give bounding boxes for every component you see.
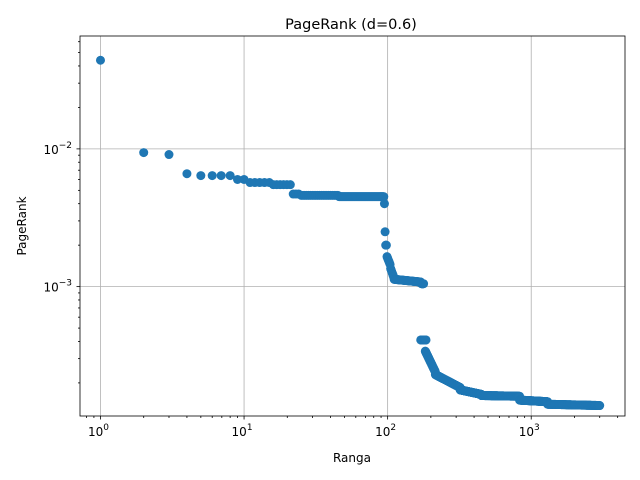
data-point — [139, 148, 149, 158]
plot-frame — [79, 35, 626, 417]
data-point — [419, 279, 429, 289]
data-point — [95, 55, 105, 65]
data-points — [95, 55, 605, 411]
data-point — [421, 335, 431, 345]
y-axis-label: PageRank — [15, 196, 29, 255]
data-point — [182, 169, 192, 179]
data-point — [379, 199, 389, 209]
x-axis-label: Ranga — [333, 451, 371, 465]
data-point — [285, 180, 295, 190]
grid-lines — [80, 36, 625, 416]
data-point — [216, 171, 226, 181]
y-tick-label: 10−2 — [43, 141, 72, 157]
data-point — [207, 171, 217, 181]
y-tick-label: 10−3 — [43, 279, 72, 295]
data-point — [232, 174, 242, 184]
data-point — [196, 171, 206, 181]
x-tick-label: 103 — [519, 423, 540, 439]
x-tick-label: 101 — [232, 423, 253, 439]
x-tick-label: 100 — [88, 423, 109, 439]
data-point — [381, 240, 391, 250]
data-point — [595, 401, 605, 411]
chart-title: PageRank (d=0.6) — [285, 17, 417, 33]
data-point — [379, 192, 389, 202]
axes: 100 101 102 103 10−3 10−2 — [43, 41, 619, 439]
data-point — [164, 150, 174, 160]
data-point — [380, 227, 390, 237]
x-tick-label: 102 — [375, 423, 396, 439]
data-point — [225, 171, 235, 181]
